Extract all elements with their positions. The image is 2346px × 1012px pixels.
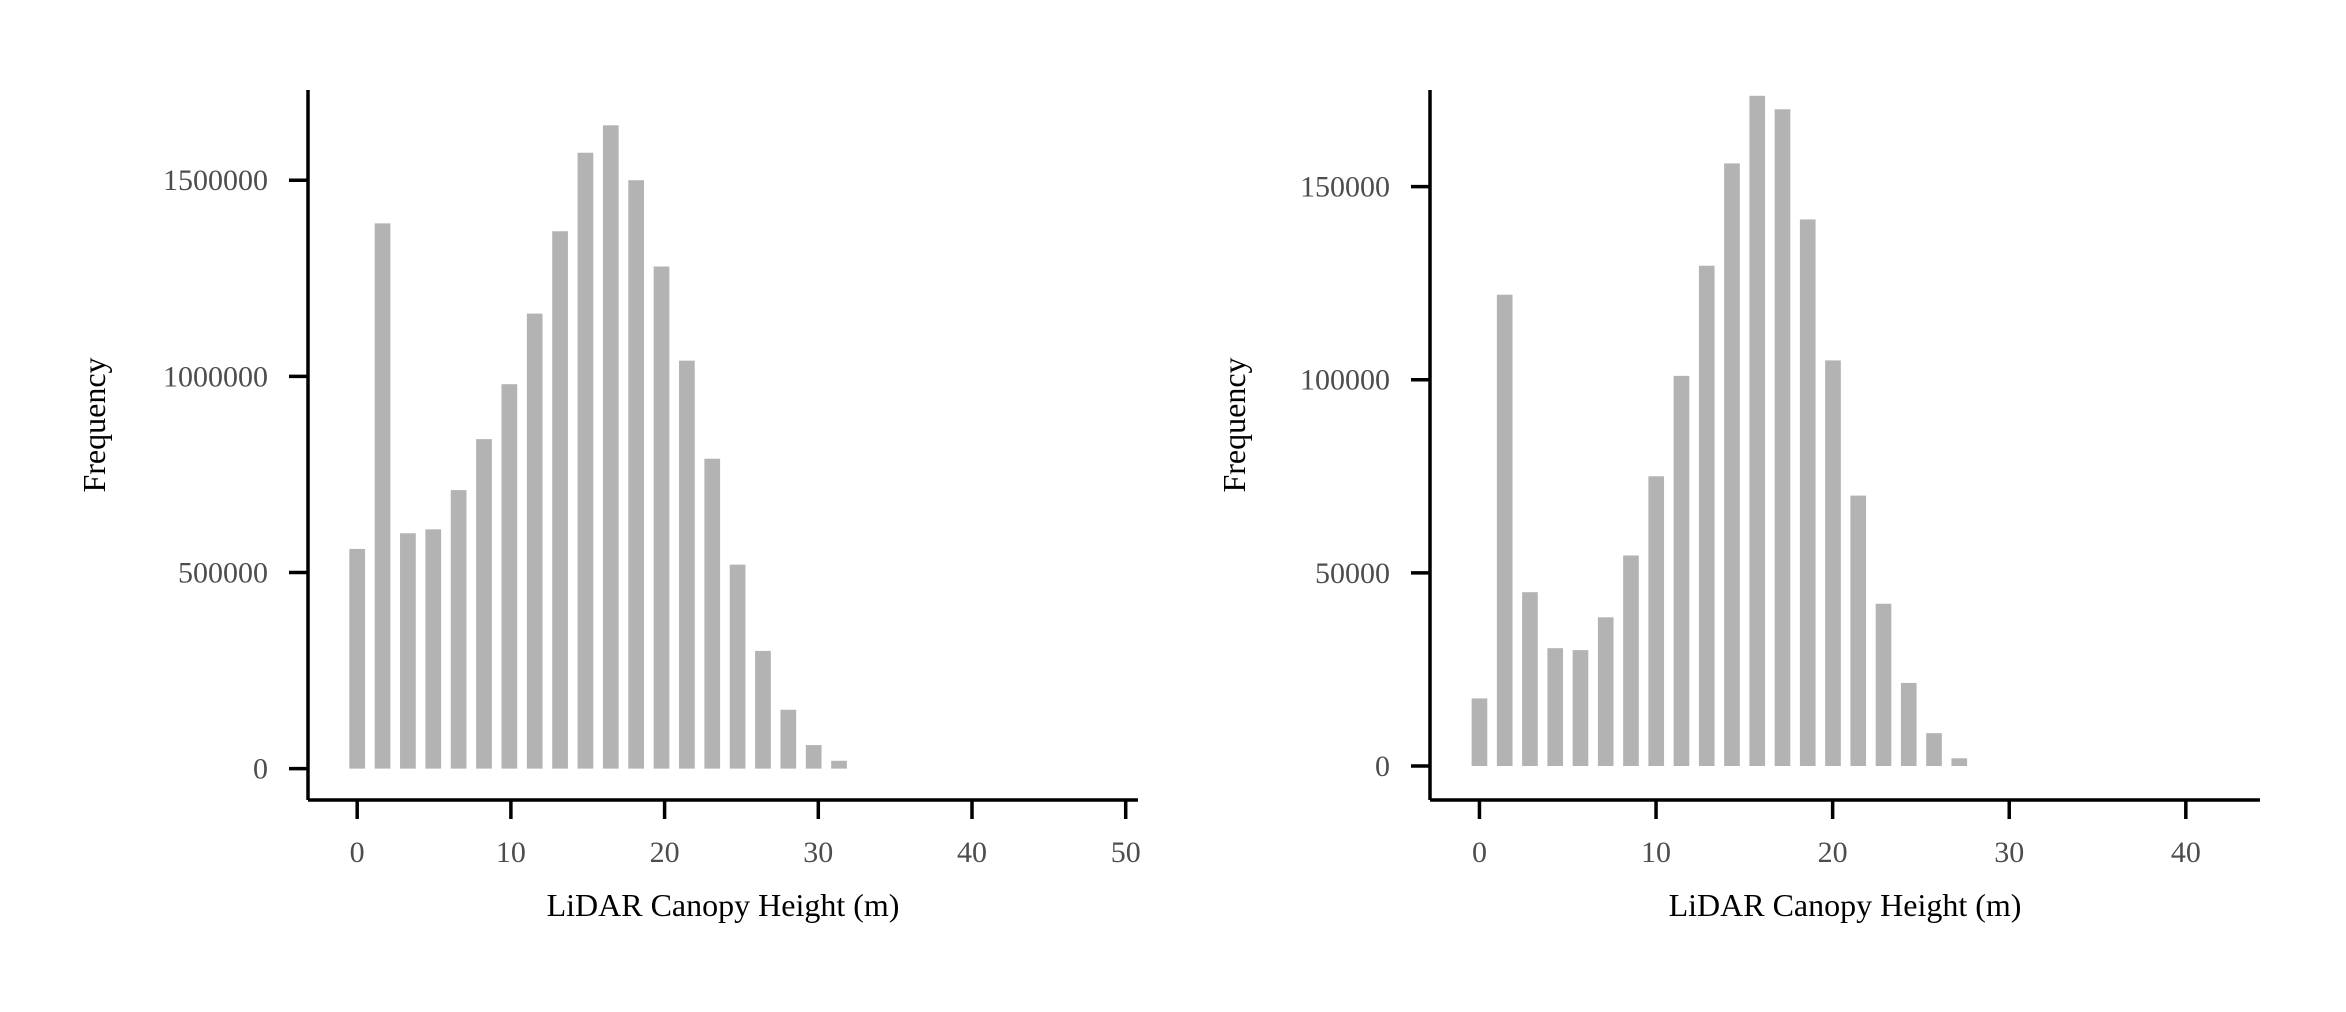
y-axis-title: Frequency xyxy=(76,357,112,492)
bar xyxy=(653,266,670,769)
bar xyxy=(425,529,442,769)
bar xyxy=(374,223,391,769)
bar xyxy=(1522,592,1538,767)
x-tick-label: 40 xyxy=(957,836,987,869)
bar xyxy=(1951,758,1968,767)
bar xyxy=(1724,163,1740,766)
bar xyxy=(704,458,721,769)
bar xyxy=(729,564,746,769)
y-tick-label: 1500000 xyxy=(163,164,268,197)
right-histogram-panel: 0 10 20 30 40 0 50000 100000 150000 LiDAR Canopy … xyxy=(1216,90,2260,923)
bar xyxy=(1799,219,1816,767)
x-tick-label: 20 xyxy=(1818,836,1848,869)
y-tick-label: 150000 xyxy=(1300,171,1390,204)
bar xyxy=(1774,109,1791,766)
bar xyxy=(1900,682,1917,766)
y-tick-label: 0 xyxy=(253,753,268,786)
bar xyxy=(1673,375,1690,766)
x-tick-label: 10 xyxy=(496,836,526,869)
bar xyxy=(400,533,416,769)
x-axis-title: LiDAR Canopy Height (m) xyxy=(547,887,900,923)
x-tick-label: 0 xyxy=(1472,836,1487,869)
y-tick-label: 1000000 xyxy=(163,360,268,393)
bar xyxy=(755,650,771,769)
bar xyxy=(1698,265,1715,766)
bar xyxy=(1850,495,1867,766)
bar xyxy=(1496,294,1513,766)
x-tick-label: 30 xyxy=(803,836,833,869)
left-histogram-panel: 0 10 20 30 40 50 0 500000 1000000 1500000 LiDAR Ca… xyxy=(76,90,1141,923)
bar xyxy=(1648,476,1665,767)
bar xyxy=(1597,617,1614,767)
bar xyxy=(450,490,467,769)
bar xyxy=(1572,650,1589,767)
bar xyxy=(1547,648,1564,767)
x-tick-label: 20 xyxy=(650,836,680,869)
bar xyxy=(1623,555,1639,767)
bar xyxy=(1471,698,1488,767)
bar xyxy=(780,709,797,769)
y-tick-label: 100000 xyxy=(1300,364,1390,397)
bar xyxy=(552,231,568,769)
bar xyxy=(628,180,645,769)
bar xyxy=(1749,95,1766,767)
bar xyxy=(1825,360,1841,766)
x-tick-label: 40 xyxy=(2171,836,2201,869)
bar xyxy=(577,152,594,769)
bar xyxy=(805,745,822,769)
bar xyxy=(349,548,366,769)
y-tick-label: 500000 xyxy=(178,556,268,589)
bar xyxy=(1926,733,1942,766)
y-tick-label: 50000 xyxy=(1315,557,1390,590)
x-tick-label: 30 xyxy=(1994,836,2024,869)
x-axis-title: LiDAR Canopy Height (m) xyxy=(1669,887,2022,923)
bar xyxy=(476,439,492,769)
y-tick-label: 0 xyxy=(1375,750,1390,783)
bar xyxy=(602,125,619,769)
x-tick-label: 10 xyxy=(1641,836,1671,869)
x-tick-label: 50 xyxy=(1111,836,1141,869)
x-tick-label: 0 xyxy=(350,836,365,869)
bar xyxy=(501,384,518,769)
bar xyxy=(679,360,695,769)
bar xyxy=(526,313,543,769)
y-axis-title: Frequency xyxy=(1216,357,1252,492)
bar xyxy=(831,760,847,769)
bar xyxy=(1875,603,1892,766)
